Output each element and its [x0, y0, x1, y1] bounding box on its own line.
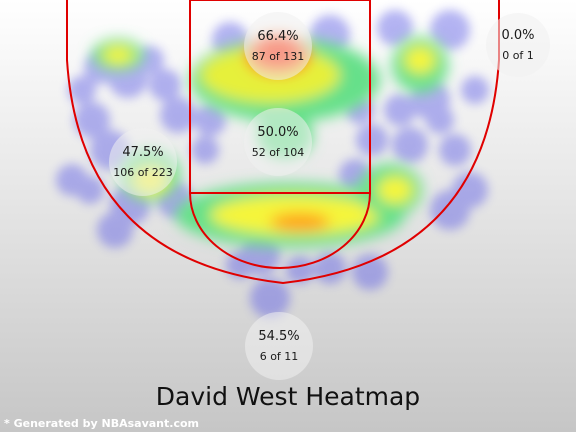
zone-bubble [244, 12, 312, 80]
low-density-dot [160, 97, 196, 133]
zone-percentage: 66.4% [257, 29, 298, 44]
zone-restricted-area: 66.4% 87 of 131 [244, 12, 312, 80]
zone-right-corner-three: 0.0% 0 of 1 [486, 13, 550, 77]
zone-attempts: 52 of 104 [252, 146, 305, 159]
low-density-dot [74, 102, 110, 138]
heat-blob-right-block-core [404, 46, 436, 74]
zone-percentage: 0.0% [501, 28, 534, 43]
zone-attempts: 6 of 11 [260, 350, 299, 363]
zone-attempts: 87 of 131 [252, 50, 305, 63]
zone-labels: 66.4% 87 of 131 50.0% 52 of 104 47.5% 106 of … [109, 12, 550, 380]
chart-title: David West Heatmap [155, 382, 421, 411]
zone-percentage: 47.5% [122, 145, 163, 160]
paint-lane [189, 0, 371, 194]
zone-attempts: 106 of 223 [113, 166, 173, 179]
heat-blob-left-wing-core [102, 46, 134, 64]
zone-percentage: 50.0% [257, 125, 298, 140]
low-density-dot [194, 104, 226, 136]
low-density-dot [439, 134, 471, 166]
low-density-dot [314, 252, 346, 284]
low-density-dot [68, 76, 96, 104]
three-point-line [66, 0, 500, 285]
zone-paint: 50.0% 52 of 104 [244, 108, 312, 176]
zone-top-three: 54.5% 6 of 11 [245, 312, 313, 380]
zone-bubble [486, 13, 550, 77]
low-density-dot [356, 124, 388, 156]
credit-text: * Generated by NBAsavant.com [4, 417, 199, 430]
low-density-dot [430, 190, 470, 230]
low-density-dot [286, 256, 314, 284]
zone-left-midrange: 47.5% 106 of 223 [109, 128, 177, 196]
low-density-dot [461, 76, 489, 104]
low-density-dot [352, 254, 388, 290]
low-density-dot [56, 164, 88, 196]
heat-blob-right-elbow-core [377, 176, 413, 204]
zone-bubble [109, 128, 177, 196]
zone-bubble [245, 312, 313, 380]
heat-blob-top-key-hot [270, 213, 330, 231]
zone-bubble [244, 108, 312, 176]
free-throw-circle [189, 192, 371, 269]
low-density-dot [392, 127, 428, 163]
zone-attempts: 0 of 1 [502, 49, 534, 62]
low-density-dot [377, 10, 413, 46]
low-density-dot [430, 10, 470, 50]
court-lines [66, 0, 500, 285]
low-density-dot [384, 94, 416, 126]
low-density-dot [149, 69, 181, 101]
zone-percentage: 54.5% [258, 329, 299, 344]
low-density-dot [191, 136, 219, 164]
low-density-dot [250, 278, 290, 318]
